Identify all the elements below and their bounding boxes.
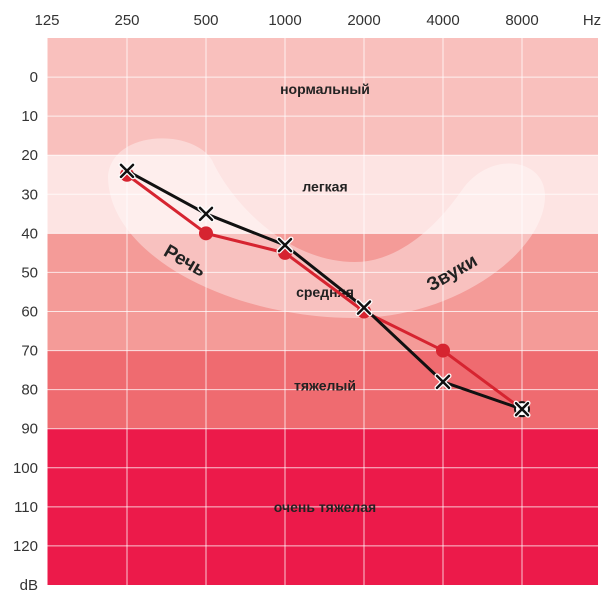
- y-tick-label: 40: [21, 225, 38, 242]
- x-tick-label: 250: [114, 12, 139, 29]
- x-tick-label: 2000: [347, 12, 380, 29]
- x-tick-label: 1000: [268, 12, 301, 29]
- zone-band: [47, 38, 598, 156]
- zone-label: тяжелый: [294, 378, 356, 394]
- y-tick-label: 20: [21, 147, 38, 164]
- y-tick-label: 60: [21, 304, 38, 321]
- frequency-axis: 125 250 500 1000 2000 4000 8000 Hz: [34, 12, 601, 29]
- cross-stroke: [356, 300, 372, 315]
- data-point-cross: [513, 400, 531, 418]
- y-unit-label: dB: [20, 577, 38, 594]
- x-tick-label: 125: [34, 12, 59, 29]
- y-tick-label: 120: [13, 538, 38, 555]
- data-point-cross: [355, 299, 373, 317]
- y-tick-label: 50: [21, 264, 38, 281]
- grid: [46, 38, 598, 585]
- zone-band: [47, 233, 598, 351]
- y-tick-label: 90: [21, 421, 38, 438]
- cross-stroke: [119, 163, 135, 179]
- db-axis: 0 10 20 30 40 50 60 70 80 90 100 110 120 dB: [13, 69, 38, 594]
- x-tick-label: 500: [193, 12, 218, 29]
- x-tick-label: 8000: [505, 12, 538, 29]
- y-tick-label: 110: [14, 499, 38, 516]
- x-tick-label: 4000: [426, 12, 459, 29]
- y-tick-label: 80: [21, 382, 38, 399]
- zone-label: нормальный: [280, 81, 370, 97]
- data-point-cross: [276, 236, 294, 254]
- y-tick-label: 0: [30, 69, 38, 86]
- series: [118, 162, 531, 418]
- y-tick-label: 30: [21, 186, 38, 203]
- data-point-cross: [197, 205, 215, 223]
- series-line: [126, 169, 523, 411]
- x-unit-label: Hz: [583, 12, 601, 29]
- series-line: [126, 173, 523, 411]
- data-point-cross: [434, 373, 452, 391]
- y-tick-label: 10: [21, 108, 38, 125]
- speech-banana-shape: [108, 138, 545, 318]
- series-cross: [118, 162, 531, 418]
- data-point-circle: [199, 226, 213, 241]
- cross-stroke: [435, 374, 451, 390]
- data-point-circle: [436, 343, 450, 358]
- cross-stroke: [277, 237, 293, 253]
- y-tick-label: 100: [13, 460, 38, 477]
- y-tick-label: 70: [21, 343, 38, 360]
- speech-banana-area: [108, 138, 545, 318]
- cross-stroke: [514, 401, 530, 417]
- zone-label: очень тяжелая: [274, 499, 376, 515]
- cross-stroke: [198, 206, 214, 222]
- zone-label: легкая: [302, 178, 347, 194]
- data-point-cross: [118, 162, 136, 180]
